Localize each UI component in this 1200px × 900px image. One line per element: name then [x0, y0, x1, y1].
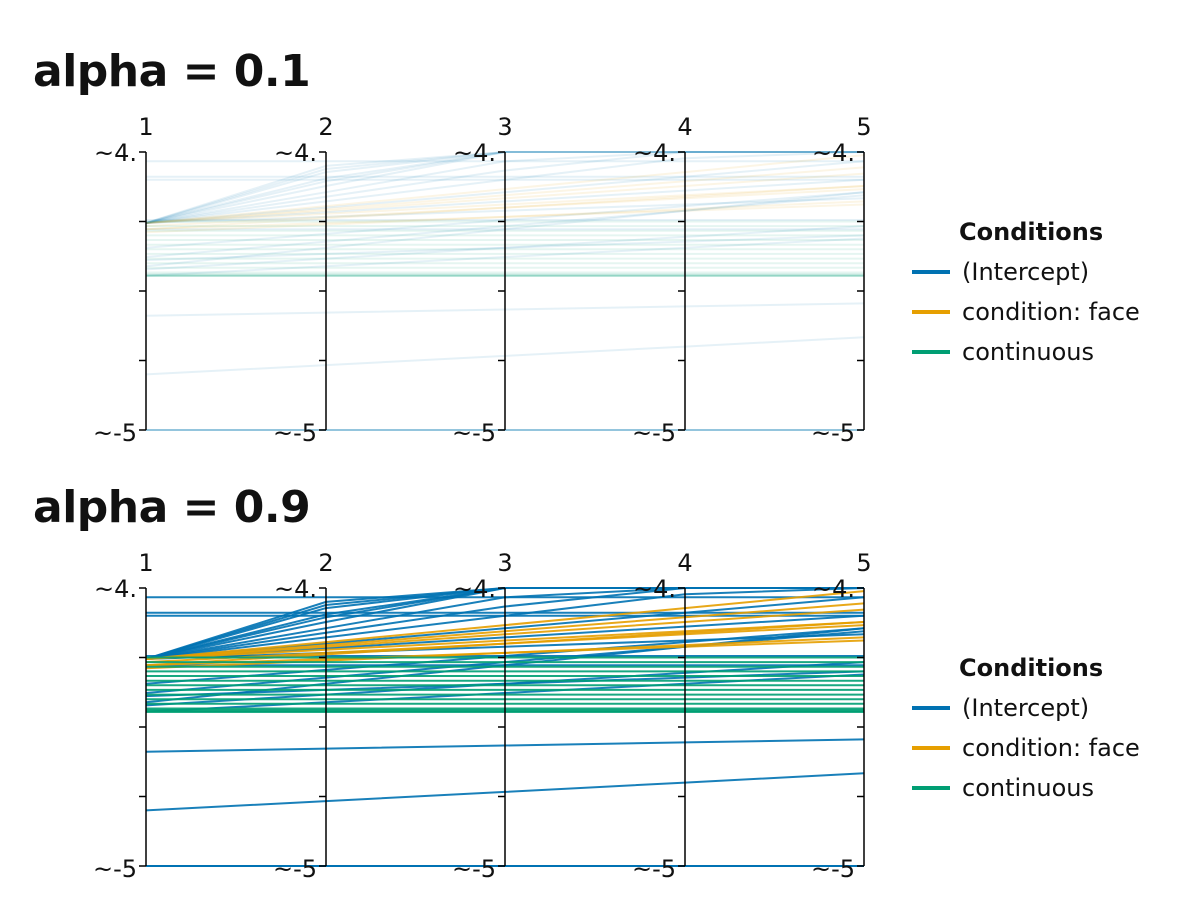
axis-label: 5 — [856, 113, 871, 141]
axis-max-label: ~4. — [633, 139, 676, 167]
legend-swatch — [912, 310, 950, 314]
axis-label: 5 — [856, 549, 871, 577]
legend-label: condition: face — [962, 734, 1140, 762]
axis-max-label: ~4. — [633, 575, 676, 603]
axis-label: 1 — [138, 549, 153, 577]
axis-max-label: ~4. — [274, 139, 317, 167]
axis-label: 4 — [677, 549, 692, 577]
axis-label: 4 — [677, 113, 692, 141]
axis-min-label: ~-5 — [632, 419, 676, 447]
axis-min-label: ~-5 — [632, 855, 676, 883]
legend-swatch — [912, 270, 950, 274]
legend-title: Conditions — [959, 218, 1104, 246]
legend-label: continuous — [962, 338, 1094, 366]
axis-max-label: ~4. — [453, 139, 496, 167]
axis-min-label: ~-5 — [811, 855, 855, 883]
legend-item-intercept: (Intercept) — [912, 688, 1182, 728]
axis-max-label: ~4. — [274, 575, 317, 603]
legend-label: (Intercept) — [962, 694, 1090, 722]
axis-max-label: ~4. — [812, 575, 855, 603]
chart-title: alpha = 0.1 — [33, 46, 311, 97]
axis-label: 1 — [138, 113, 153, 141]
legend-label: condition: face — [962, 298, 1140, 326]
axis-max-label: ~4. — [94, 139, 137, 167]
legend-label: continuous — [962, 774, 1094, 802]
axis-label: 3 — [497, 113, 512, 141]
chart-panel-1: alpha = 0.1 1 ~4. ~-5 2 ~4. ~-5 3 ~4. ~-5 4 ~4. ~-5… — [0, 0, 1200, 448]
parallel-plot: 1~4.~-52~4.~-53~4.~-54~4.~-55~4.~-5 — [93, 549, 872, 883]
axis-min-label: ~-5 — [273, 419, 317, 447]
legend: Conditions (Intercept) condition: face c… — [912, 654, 1182, 808]
axis-min-label: ~-5 — [452, 855, 496, 883]
axis-max-label: ~4. — [94, 575, 137, 603]
legend-item-continuous: continuous — [912, 768, 1182, 808]
axis-max-label: ~4. — [812, 139, 855, 167]
legend-title: Conditions — [959, 654, 1104, 682]
axis-min-label: ~-5 — [93, 855, 137, 883]
axis-label: 2 — [318, 113, 333, 141]
chart-title: alpha = 0.9 — [33, 482, 311, 533]
legend-label: (Intercept) — [962, 258, 1090, 286]
legend-item-condition-face: condition: face — [912, 728, 1182, 768]
axis-label: 3 — [497, 549, 512, 577]
axis-min-label: ~-5 — [93, 419, 137, 447]
legend-swatch — [912, 786, 950, 790]
legend: Conditions (Intercept) condition: face c… — [912, 218, 1182, 372]
legend-item-condition-face: condition: face — [912, 292, 1182, 332]
legend-item-intercept: (Intercept) — [912, 252, 1182, 292]
axis-min-label: ~-5 — [811, 419, 855, 447]
axis-max-label: ~4. — [453, 575, 496, 603]
axis-min-label: ~-5 — [273, 855, 317, 883]
chart-panel-2: alpha = 0.9 1 ~4. ~-5 2 ~4. ~-5 3 ~4. ~-5 4 ~4. ~-5… — [0, 436, 1200, 884]
legend-item-continuous: continuous — [912, 332, 1182, 372]
parallel-plot: 1~4.~-52~4.~-53~4.~-54~4.~-55~4.~-5 — [93, 113, 872, 447]
legend-swatch — [912, 350, 950, 354]
legend-swatch — [912, 746, 950, 750]
axis-label: 2 — [318, 549, 333, 577]
legend-swatch — [912, 706, 950, 710]
axis-min-label: ~-5 — [452, 419, 496, 447]
